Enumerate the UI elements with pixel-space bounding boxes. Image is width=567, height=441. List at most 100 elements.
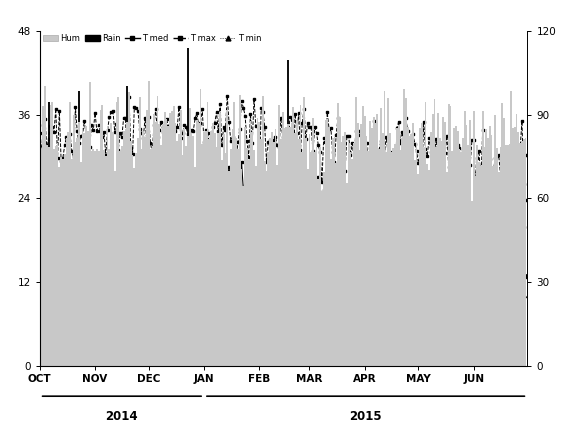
Bar [330,159,332,366]
Bar [411,355,412,366]
Bar [87,131,89,366]
Bar [478,162,480,366]
Bar [62,160,64,366]
Bar [74,142,77,366]
Bar [253,149,255,366]
Bar [191,133,192,366]
Bar [441,141,442,366]
Bar [203,132,205,366]
Bar [503,118,505,366]
Bar [189,108,191,366]
Bar [509,144,510,366]
Bar [180,110,181,366]
Bar [459,149,460,366]
Bar [382,133,383,366]
Bar [324,120,327,366]
Bar [244,127,246,366]
Bar [212,123,214,366]
Bar [142,239,144,366]
Bar [264,363,265,366]
Bar [274,247,276,366]
Bar [364,116,366,366]
Bar [316,147,318,366]
Bar [466,125,467,366]
Bar [421,312,423,366]
Bar [209,139,210,366]
Bar [198,123,200,366]
Bar [500,146,501,366]
Bar [518,132,519,366]
Bar [342,136,344,366]
Bar [352,159,353,366]
Bar [467,145,469,366]
Bar [169,113,171,366]
Bar [257,117,259,366]
Bar [445,123,446,366]
Bar [282,112,284,366]
Bar [328,356,330,366]
Bar [150,149,151,366]
Bar [441,344,442,366]
Bar [125,130,126,366]
Bar [455,126,457,366]
Bar [500,317,501,366]
Bar [148,359,150,366]
Bar [446,172,448,366]
Bar [442,117,445,366]
Bar [144,137,146,366]
Bar [518,348,519,366]
Bar [412,228,414,366]
Bar [312,118,314,366]
Bar [217,133,219,366]
Bar [48,102,49,366]
Bar [285,127,287,366]
Bar [524,326,526,366]
Bar [346,183,348,366]
Bar [417,174,419,366]
Bar [453,128,455,366]
Bar [407,127,409,366]
Bar [151,148,153,366]
Bar [78,90,80,366]
Bar [166,119,167,366]
Bar [43,105,44,366]
Bar [260,139,262,366]
Bar [196,120,198,366]
Bar [403,89,405,366]
Bar [85,126,87,366]
Bar [235,336,237,366]
Bar [318,179,319,366]
Bar [460,152,462,366]
Bar [514,333,516,366]
Bar [57,143,58,366]
Bar [105,156,107,366]
Bar [327,120,328,366]
Bar [83,133,85,366]
Bar [155,331,156,366]
Bar [335,163,337,366]
Bar [265,171,268,366]
Bar [416,143,417,366]
Bar [396,127,398,366]
Bar [171,111,173,366]
Bar [484,292,485,366]
Bar [126,122,128,366]
Bar [439,138,441,366]
Bar [285,341,287,366]
Bar [176,141,178,366]
Bar [335,355,337,366]
Bar [446,357,448,366]
Bar [192,136,194,366]
Bar [462,138,464,366]
Bar [308,364,310,366]
Bar [184,129,185,366]
Bar [215,319,217,366]
Bar [100,110,101,366]
Bar [268,153,269,366]
Bar [273,142,274,366]
Bar [375,123,376,366]
Bar [448,104,450,366]
Bar [358,150,360,366]
Bar [298,139,299,366]
Bar [426,164,428,366]
